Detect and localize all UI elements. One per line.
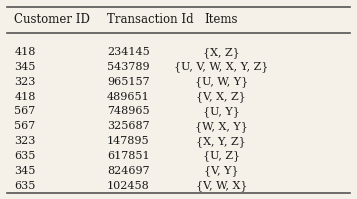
Text: 345: 345 xyxy=(14,62,36,72)
Text: {U, W, Y}: {U, W, Y} xyxy=(195,76,248,87)
Text: 102458: 102458 xyxy=(107,181,150,191)
Text: 489651: 489651 xyxy=(107,92,150,102)
Text: {U, V, W, X, Y, Z}: {U, V, W, X, Y, Z} xyxy=(174,62,268,72)
Text: 323: 323 xyxy=(14,136,36,146)
Text: 635: 635 xyxy=(14,151,36,161)
Text: {W, X, Y}: {W, X, Y} xyxy=(195,121,248,132)
Text: {V, Y}: {V, Y} xyxy=(204,165,238,176)
Text: 567: 567 xyxy=(14,106,36,116)
Text: {V, X, Z}: {V, X, Z} xyxy=(196,91,246,102)
Text: 418: 418 xyxy=(14,47,36,57)
Text: 543789: 543789 xyxy=(107,62,150,72)
Text: 824697: 824697 xyxy=(107,166,150,176)
Text: 325687: 325687 xyxy=(107,121,150,131)
Text: {U, Y}: {U, Y} xyxy=(203,106,240,117)
Text: 965157: 965157 xyxy=(107,77,150,87)
Text: 748965: 748965 xyxy=(107,106,150,116)
Text: Transaction Id: Transaction Id xyxy=(107,13,194,26)
Text: {V, W, X}: {V, W, X} xyxy=(196,180,247,191)
Text: 617851: 617851 xyxy=(107,151,150,161)
Text: {X, Y, Z}: {X, Y, Z} xyxy=(196,136,246,146)
Text: 635: 635 xyxy=(14,181,36,191)
Text: 323: 323 xyxy=(14,77,36,87)
Text: 418: 418 xyxy=(14,92,36,102)
Text: 567: 567 xyxy=(14,121,36,131)
Text: 147895: 147895 xyxy=(107,136,150,146)
Text: Items: Items xyxy=(205,13,238,26)
Text: {X, Z}: {X, Z} xyxy=(203,47,240,58)
Text: 345: 345 xyxy=(14,166,36,176)
Text: Customer ID: Customer ID xyxy=(14,13,90,26)
Text: {U, Z}: {U, Z} xyxy=(203,151,240,161)
Text: 234145: 234145 xyxy=(107,47,150,57)
